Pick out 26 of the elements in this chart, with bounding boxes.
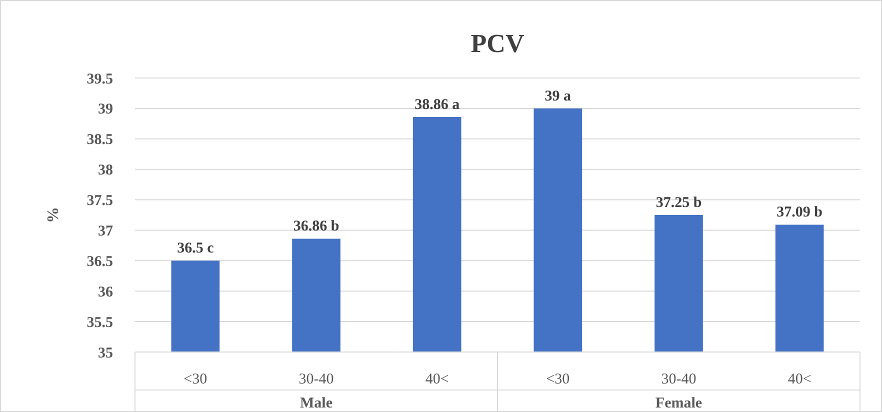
y-tick-label: 36.5 [86, 254, 113, 270]
x-tick-label: <30 [546, 371, 570, 388]
y-tick-label: 39.5 [86, 71, 113, 88]
x-tick-label: 30-40 [661, 371, 696, 388]
x-tick-label: 40< [788, 371, 812, 388]
data-label: 38.86 a [414, 96, 460, 113]
y-tick-label: 36 [98, 284, 114, 300]
y-tick-label: 38 [98, 162, 113, 179]
y-tick-label: 37 [98, 223, 114, 240]
data-label: 37.09 b [776, 204, 823, 221]
y-axis-title: % [45, 207, 62, 223]
text: Female [655, 395, 702, 412]
y-tick-label: 37.5 [86, 193, 113, 210]
data-label: 36.86 b [293, 218, 340, 235]
text: Male [300, 395, 333, 412]
x-tick-label: 30-40 [298, 371, 334, 388]
x-tick-label: 40< [425, 371, 449, 388]
data-label: 39 a [544, 88, 572, 104]
y-tick-label: 35 [98, 345, 113, 362]
chart-title: PCV [470, 29, 524, 58]
data-label: 37.25 b [656, 195, 702, 211]
y-tick-label: 38.5 [86, 132, 113, 148]
x-tick-label: <30 [184, 371, 208, 388]
y-tick-label: 39 [98, 102, 113, 118]
data-label: 36.5 c [177, 240, 214, 257]
y-tick-label: 35.5 [86, 314, 113, 331]
